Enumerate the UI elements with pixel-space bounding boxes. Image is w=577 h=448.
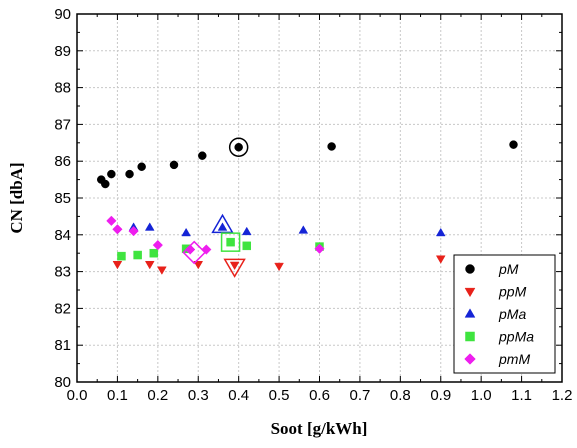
data-point-ppm [435, 255, 446, 264]
data-point-ppma [226, 237, 235, 247]
data-point-ppm [274, 262, 284, 272]
data-point-pm [137, 162, 146, 171]
data-point-pma [217, 222, 228, 231]
series-pma [128, 213, 446, 237]
data-point-pm [125, 169, 134, 179]
data-point-pm [169, 160, 179, 170]
y-tick-label: 81 [54, 337, 71, 354]
series-ppma [117, 232, 324, 261]
data-point-pma [241, 226, 252, 236]
series-ppm [112, 255, 446, 278]
legend-marker-pma [464, 308, 476, 318]
x-tick-label: 0.9 [430, 387, 451, 404]
data-point-pmm [112, 224, 123, 235]
grid [77, 14, 562, 382]
x-tick-label: 0.2 [147, 387, 168, 404]
y-tick-label: 86 [54, 153, 71, 170]
data-point-pmm [128, 225, 139, 237]
highlight-marker-ppm [223, 258, 246, 278]
y-tick-label: 85 [54, 190, 71, 207]
data-point-pma [435, 227, 446, 237]
data-point-ppm [144, 260, 155, 270]
data-point-ppma [242, 241, 251, 251]
series-pm [97, 137, 518, 189]
y-tick-label: 83 [54, 264, 71, 281]
data-point-ppm [193, 260, 204, 270]
legend-label-pm: pM [498, 261, 519, 277]
x-axis-title: Soot [g/kWh] [271, 419, 368, 438]
legend-marker-ppm [464, 287, 476, 298]
y-tick-label: 84 [54, 227, 71, 244]
x-tick-label: 0.7 [349, 387, 370, 404]
legend-label-pmm: pmM [498, 351, 530, 367]
x-tick-label: 1.2 [552, 387, 573, 404]
y-tick-label: 89 [54, 43, 71, 60]
data-point-ppm [157, 266, 167, 275]
data-point-ppma [133, 250, 142, 260]
legend-marker-ppma [465, 331, 475, 342]
legend-label-ppma: ppMa [498, 329, 534, 345]
data-point-pm [509, 140, 518, 149]
highlight-marker-pmm [182, 240, 207, 265]
x-tick-label: 1.1 [511, 387, 532, 404]
data-point-pm [101, 179, 110, 189]
highlight-marker-ppma [220, 232, 241, 252]
data-point-pma [144, 222, 155, 231]
data-point-ppm [229, 261, 240, 271]
x-tick-label: 1.0 [471, 387, 492, 404]
legend: pM ppM pMa ppMa pmM [453, 254, 556, 374]
data-series [97, 137, 518, 278]
data-point-pm [327, 142, 336, 151]
data-point-ppma [149, 248, 159, 258]
x-tick-label: 0.4 [228, 387, 249, 404]
series-pmm [106, 215, 325, 265]
legend-marker-pm [465, 264, 475, 274]
data-point-ppma [117, 251, 126, 261]
highlight-marker-pma [211, 213, 234, 234]
data-point-ppm [112, 260, 123, 270]
data-point-pmm [106, 215, 117, 226]
axis-ticks: 0.0 0.1 0.2 0.3 0.4 0.5 0.6 0.7 0.8 0.9 1.0 1.1 1.2 8… [54, 6, 572, 404]
data-point-pma [298, 225, 309, 234]
x-tick-label: 0.6 [309, 387, 330, 404]
x-tick-label: 0.0 [67, 387, 88, 404]
x-tick-label: 0.8 [390, 387, 411, 404]
data-point-pm [234, 142, 243, 152]
x-tick-label: 0.1 [107, 387, 128, 404]
legend-label-pma: pMa [498, 306, 526, 322]
data-point-pmm [201, 244, 212, 255]
data-point-pmm [152, 239, 163, 251]
y-tick-label: 90 [54, 6, 71, 23]
data-point-pm [107, 169, 116, 179]
y-tick-label: 80 [54, 374, 71, 391]
y-tick-label: 82 [54, 300, 71, 317]
data-point-pm [198, 151, 207, 160]
y-tick-label: 87 [54, 116, 71, 133]
data-point-pmm [314, 243, 325, 254]
x-tick-label: 0.5 [269, 387, 290, 404]
legend-label-ppm: ppM [498, 284, 527, 300]
y-axis-title: CN [dbA] [7, 162, 26, 233]
highlight-marker-pm [228, 137, 249, 157]
legend-marker-pmm [464, 353, 476, 365]
data-point-pma [181, 227, 191, 237]
x-tick-label: 0.3 [188, 387, 209, 404]
y-tick-label: 88 [54, 80, 71, 97]
